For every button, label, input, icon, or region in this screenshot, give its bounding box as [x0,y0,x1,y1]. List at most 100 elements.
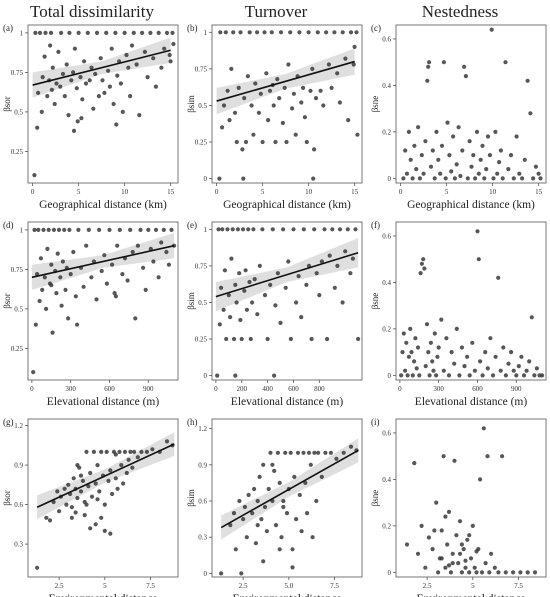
data-point [335,71,340,76]
x-axis-label: Geographical distance (km) [223,199,351,211]
y-tick-label: 0.75 [195,65,208,73]
data-point [162,46,167,51]
data-point [459,345,464,350]
data-point [244,535,249,540]
data-point [441,368,446,373]
data-point [231,511,237,516]
x-tick-label: 0 [398,385,402,393]
data-point [485,134,491,139]
x-tick-label: 2.5 [239,582,248,590]
data-point [447,153,452,158]
x-tick-label: 2.5 [423,582,432,590]
data-point [220,227,225,232]
data-point [47,518,53,523]
data-point [487,570,492,575]
data-point [525,78,530,83]
y-tick-label: 0.25 [11,148,24,156]
data-point [130,249,135,255]
data-point [493,354,498,359]
data-point [260,227,265,232]
y-tick-label: 0 [388,175,392,183]
data-point [170,30,175,35]
data-point [118,81,123,86]
data-point [297,492,302,498]
data-point [99,268,104,274]
data-point [84,243,89,248]
data-point [297,30,302,35]
data-point [241,517,246,522]
data-point [353,227,358,232]
x-tick-label: 300 [65,385,76,393]
y-tick-label: 0.25 [195,336,208,344]
y-tick-label: 1.2 [14,422,23,430]
x-tick-label: 10 [305,188,313,196]
data-point [500,454,505,459]
x-tick-label: 7.5 [146,582,155,590]
y-axis-label: βsim [186,95,196,113]
data-point [506,167,511,172]
plot-frame [27,221,179,381]
y-tick-label: 0 [204,175,208,183]
data-point [270,227,275,232]
data-point [290,547,295,552]
data-point [527,359,532,364]
plot-frame [395,221,547,381]
data-point [321,103,326,108]
data-point [309,336,314,342]
data-point [413,336,418,341]
data-point [94,30,100,35]
data-point [264,71,269,76]
x-tick-label: 600 [288,385,299,393]
data-point [83,81,89,86]
data-point [312,450,317,455]
data-point [340,30,345,35]
data-point [41,227,46,232]
data-point [96,94,101,99]
data-point [218,30,223,35]
data-point [301,450,306,455]
data-point [58,275,63,280]
data-point [256,110,261,115]
data-point [223,30,228,35]
data-point [355,132,360,137]
x-tick-label: 5 [103,582,107,590]
data-point [86,227,91,232]
data-point [268,450,273,455]
data-point [110,262,115,267]
data-point [126,65,131,70]
data-point [247,30,252,35]
data-point [120,272,125,277]
data-point [124,52,129,58]
data-point [467,373,472,378]
data-point [233,282,238,287]
x-axis-label: Elevational distance (m) [415,396,528,408]
data-point [99,515,104,520]
data-point [293,132,298,137]
y-tick-label: 0.4 [382,279,391,287]
data-point [89,65,94,70]
data-point [242,96,247,101]
data-point [32,227,37,232]
scatter-panel-a: 0 5 10 15 0.25 0.5 0.75 1 (a) Geographical distan… [0,0,182,211]
data-point [226,293,231,298]
data-point [66,482,71,487]
data-point [67,30,72,35]
data-point [351,62,356,67]
data-point [479,570,485,575]
y-tick-label: 1 [20,226,24,234]
data-point [257,263,262,268]
data-point [150,447,155,452]
data-point [37,298,42,304]
data-point [519,354,524,359]
data-point [500,176,505,181]
y-axis-label: βsor [2,293,12,309]
scatter-plot: 2.5 5 7.5 0 0.2 0.4 0.6(i) Environmental distan… [370,417,547,597]
data-point [348,444,354,449]
data-point [283,285,288,290]
data-point [418,271,423,276]
data-point [434,373,439,378]
data-point [451,134,456,139]
y-axis-label: βsor [2,490,12,506]
data-point [98,56,103,61]
data-point [343,249,348,254]
